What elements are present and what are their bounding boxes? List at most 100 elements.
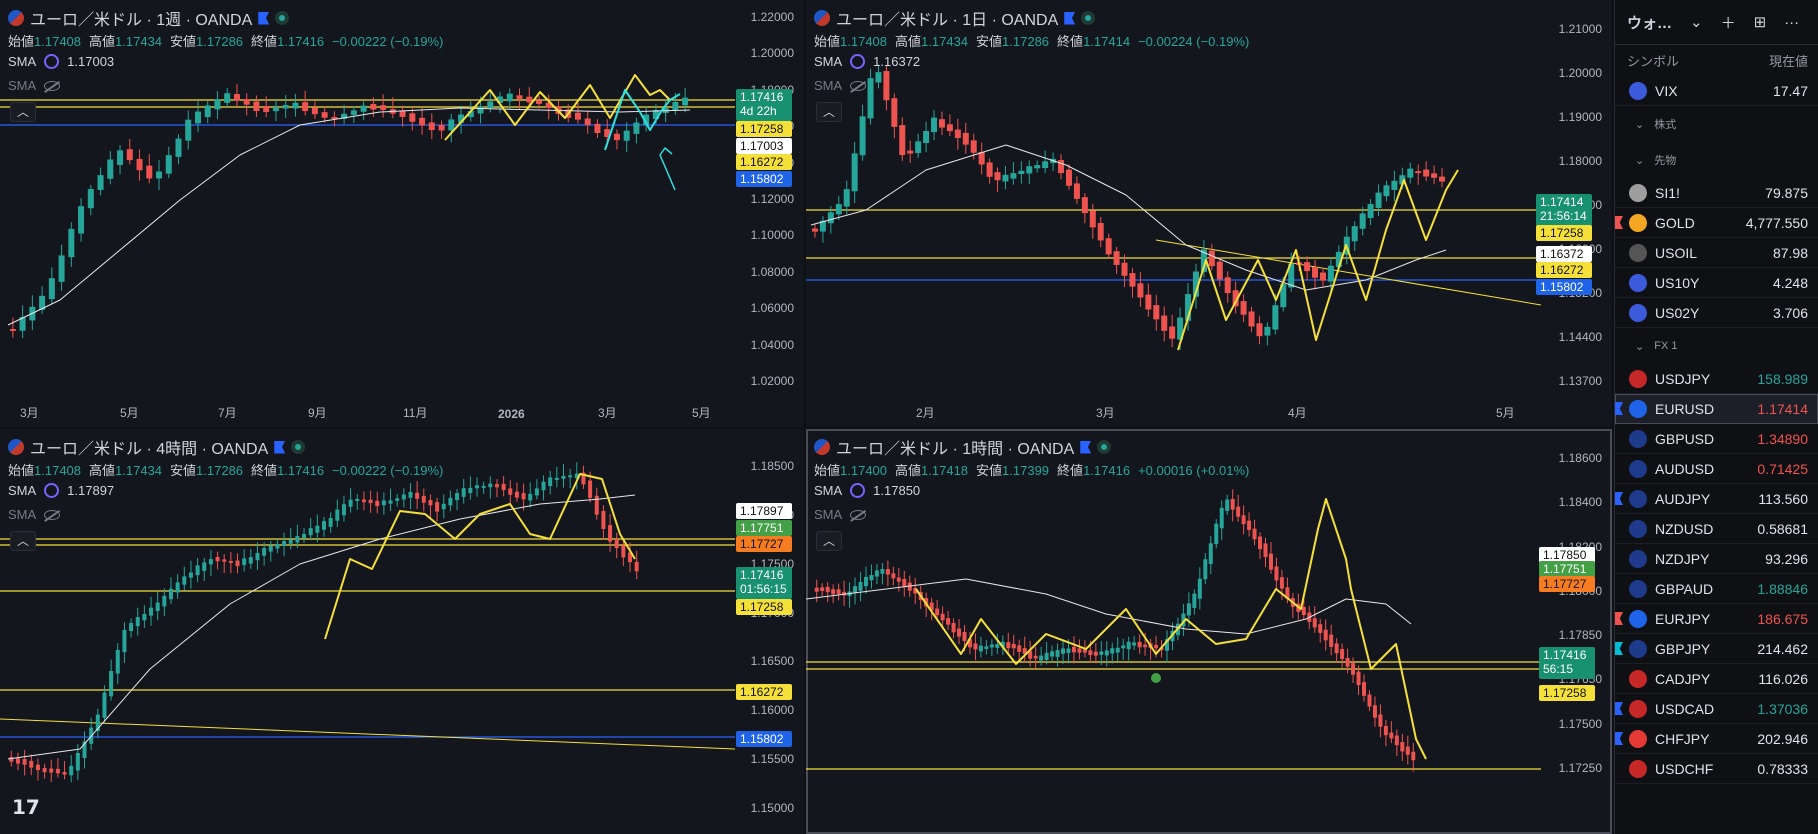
chevron-down-icon[interactable]: ⌄ (1690, 14, 1703, 31)
layout-icon[interactable]: ⊞ (1753, 14, 1767, 31)
price-tag[interactable]: 1.15802 (736, 731, 792, 747)
sma-hidden-legend[interactable]: SMA (8, 78, 61, 93)
watchlist-row-usdjpy[interactable]: USDJPY 158.989 (1615, 364, 1818, 394)
price-tag[interactable]: 1.17751 (1539, 561, 1595, 577)
hidden-eye-icon[interactable] (44, 509, 61, 520)
price-tag[interactable]: 1.17416 01:56:15 (736, 567, 792, 599)
symbol-header[interactable]: ユーロ／米ドル · 1週 · OANDA (8, 6, 290, 30)
watchlist-row-usdcad[interactable]: USDCAD 1.37036 (1615, 694, 1818, 724)
flag-icon[interactable] (258, 11, 270, 25)
watchlist-title[interactable]: ウォ… (1627, 14, 1673, 32)
price-tag[interactable]: 1.16372 (1536, 246, 1592, 262)
section-fx[interactable]: ⌄ FX 1 (1635, 340, 1678, 353)
watchlist-row-gbpusd[interactable]: GBPUSD 1.34890 (1615, 424, 1818, 454)
weekly-chart-canvas[interactable] (0, 0, 804, 427)
chart-pane-daily[interactable]: ユーロ／米ドル · 1日 · OANDA 始値1.17408 高値1.17434 安… (806, 0, 1612, 427)
candle-body (1280, 284, 1287, 308)
col-symbol[interactable]: シンボル (1627, 54, 1680, 69)
candle-body (467, 111, 474, 118)
sma-settings-icon[interactable] (44, 54, 60, 69)
price-tag[interactable]: 1.17258 (736, 121, 792, 137)
1h-chart-canvas[interactable] (806, 429, 1612, 834)
sma-legend[interactable]: SMA 1.17003 (8, 54, 115, 69)
watchlist-row-gold[interactable]: GOLD 4,777.550 (1615, 208, 1818, 238)
more-icon[interactable]: ··· (1784, 13, 1800, 31)
4h-chart-canvas[interactable] (0, 429, 804, 834)
watchlist-row-chfjpy[interactable]: CHFJPY 202.946 (1615, 724, 1818, 754)
watchlist-row-cadjpy[interactable]: CADJPY 116.026 (1615, 664, 1818, 694)
sma-hidden-legend[interactable]: SMA (814, 78, 867, 93)
flag-icon[interactable] (1080, 440, 1092, 454)
watchlist-row-gbpaud[interactable]: GBPAUD 1.88846 (1615, 574, 1818, 604)
price-tag[interactable]: 1.16272 (736, 684, 792, 700)
price-tag[interactable]: 1.17850 (1539, 547, 1595, 563)
collapse-button[interactable]: ︿ (10, 102, 36, 122)
price-tag[interactable]: 1.17416 4d 22h (736, 89, 792, 121)
chart-pane-weekly[interactable]: ユーロ／米ドル · 1週 · OANDA 始値1.17408 高値1.17434 安… (0, 0, 804, 427)
sma-legend[interactable]: SMA 1.16372 (814, 54, 921, 69)
watchlist-row-eurjpy[interactable]: EURJPY 186.675 (1615, 604, 1818, 634)
watchlist-row-us02y[interactable]: US02Y 3.706 (1615, 298, 1818, 328)
watchlist-row-audusd[interactable]: AUDUSD 0.71425 (1615, 454, 1818, 484)
price-tag[interactable]: 1.17897 (736, 503, 792, 519)
price-tag[interactable]: 1.17751 (736, 520, 792, 536)
flag-icon[interactable] (1064, 11, 1076, 25)
candle-body (1011, 644, 1016, 649)
price-tag[interactable]: 1.17416 56:15 (1539, 647, 1595, 679)
flag-icon[interactable] (1615, 492, 1623, 505)
price-tag[interactable]: 1.17258 (1536, 225, 1592, 241)
price-tag-value: 1.15802 (740, 172, 784, 186)
daily-chart-canvas[interactable] (806, 0, 1612, 427)
watchlist-row-us10y[interactable]: US10Y 4.248 (1615, 268, 1818, 298)
watchlist-row-si1[interactable]: SI1! 79.875 (1615, 178, 1818, 208)
watchlist-row-eurusd[interactable]: EURUSD 1.17414 (1615, 394, 1818, 424)
sma-settings-icon[interactable] (44, 483, 60, 498)
price-tag[interactable]: 1.15802 (1536, 279, 1592, 295)
chart-pane-1h[interactable]: ユーロ／米ドル · 1時間 · OANDA 始値1.17400 高値1.17418… (806, 429, 1612, 834)
flag-icon[interactable] (1615, 612, 1623, 625)
price-tag[interactable]: 1.17258 (736, 599, 792, 615)
price-tag[interactable]: 1.16272 (1536, 262, 1592, 278)
symbol-header[interactable]: ユーロ／米ドル · 1時間 · OANDA (814, 435, 1112, 459)
watchlist-row-vix[interactable]: VIX 17.47 (1615, 76, 1818, 106)
collapse-button[interactable]: ︿ (816, 102, 842, 122)
price-tag[interactable]: 1.17414 21:56:14 (1536, 194, 1592, 226)
watchlist-row-gbpjpy[interactable]: GBPJPY 214.462 (1615, 634, 1818, 664)
watchlist-row-usoil[interactable]: USOIL 87.98 (1615, 238, 1818, 268)
flag-icon[interactable] (1615, 216, 1623, 229)
add-symbol-icon[interactable]: ＋ (1720, 14, 1736, 32)
collapse-button[interactable]: ︿ (816, 531, 842, 551)
section-futures[interactable]: ⌄ 先物 (1635, 154, 1677, 168)
col-price[interactable]: 現在値 (1768, 54, 1808, 69)
symbol-header[interactable]: ユーロ／米ドル · 1日 · OANDA (814, 6, 1096, 30)
flag-icon[interactable] (1615, 642, 1623, 655)
sma-hidden-legend[interactable]: SMA (814, 507, 867, 522)
candle-body (214, 99, 221, 110)
price-tag[interactable]: 1.17727 (736, 536, 792, 552)
collapse-button[interactable]: ︿ (10, 531, 36, 551)
price-tag[interactable]: 1.16272 (736, 154, 792, 170)
watchlist-row-nzdusd[interactable]: NZDUSD 0.58681 (1615, 514, 1818, 544)
price-tag[interactable]: 1.17727 (1539, 576, 1595, 592)
symbol-header[interactable]: ユーロ／米ドル · 4時間 · OANDA (8, 435, 306, 459)
hidden-eye-icon[interactable] (850, 80, 867, 91)
section-stocks[interactable]: ⌄ 株式 (1635, 118, 1677, 132)
sma-legend[interactable]: SMA 1.17897 (8, 483, 115, 498)
flag-icon[interactable] (1615, 702, 1623, 715)
flag-icon[interactable] (1615, 402, 1623, 415)
watchlist-row-nzdjpy[interactable]: NZDJPY 93.296 (1615, 544, 1818, 574)
price-tag[interactable]: 1.15802 (736, 171, 792, 187)
chart-pane-4h[interactable]: ユーロ／米ドル · 4時間 · OANDA 始値1.17408 高値1.17434… (0, 429, 804, 834)
sma-legend[interactable]: SMA 1.17850 (814, 483, 921, 498)
price-tag[interactable]: 1.17003 (736, 138, 792, 154)
hidden-eye-icon[interactable] (44, 80, 61, 91)
sma-settings-icon[interactable] (850, 54, 866, 69)
watchlist-row-audjpy[interactable]: AUDJPY 113.560 (1615, 484, 1818, 514)
hidden-eye-icon[interactable] (850, 509, 867, 520)
price-tag[interactable]: 1.17258 (1539, 685, 1595, 701)
watchlist-row-usdchf[interactable]: USDCHF 0.78333 (1615, 754, 1818, 784)
sma-settings-icon[interactable] (850, 483, 866, 498)
flag-icon[interactable] (1615, 732, 1623, 745)
sma-hidden-legend[interactable]: SMA (8, 507, 61, 522)
flag-icon[interactable] (274, 440, 286, 454)
